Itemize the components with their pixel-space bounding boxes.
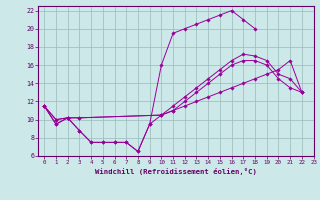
- X-axis label: Windchill (Refroidissement éolien,°C): Windchill (Refroidissement éolien,°C): [95, 168, 257, 175]
